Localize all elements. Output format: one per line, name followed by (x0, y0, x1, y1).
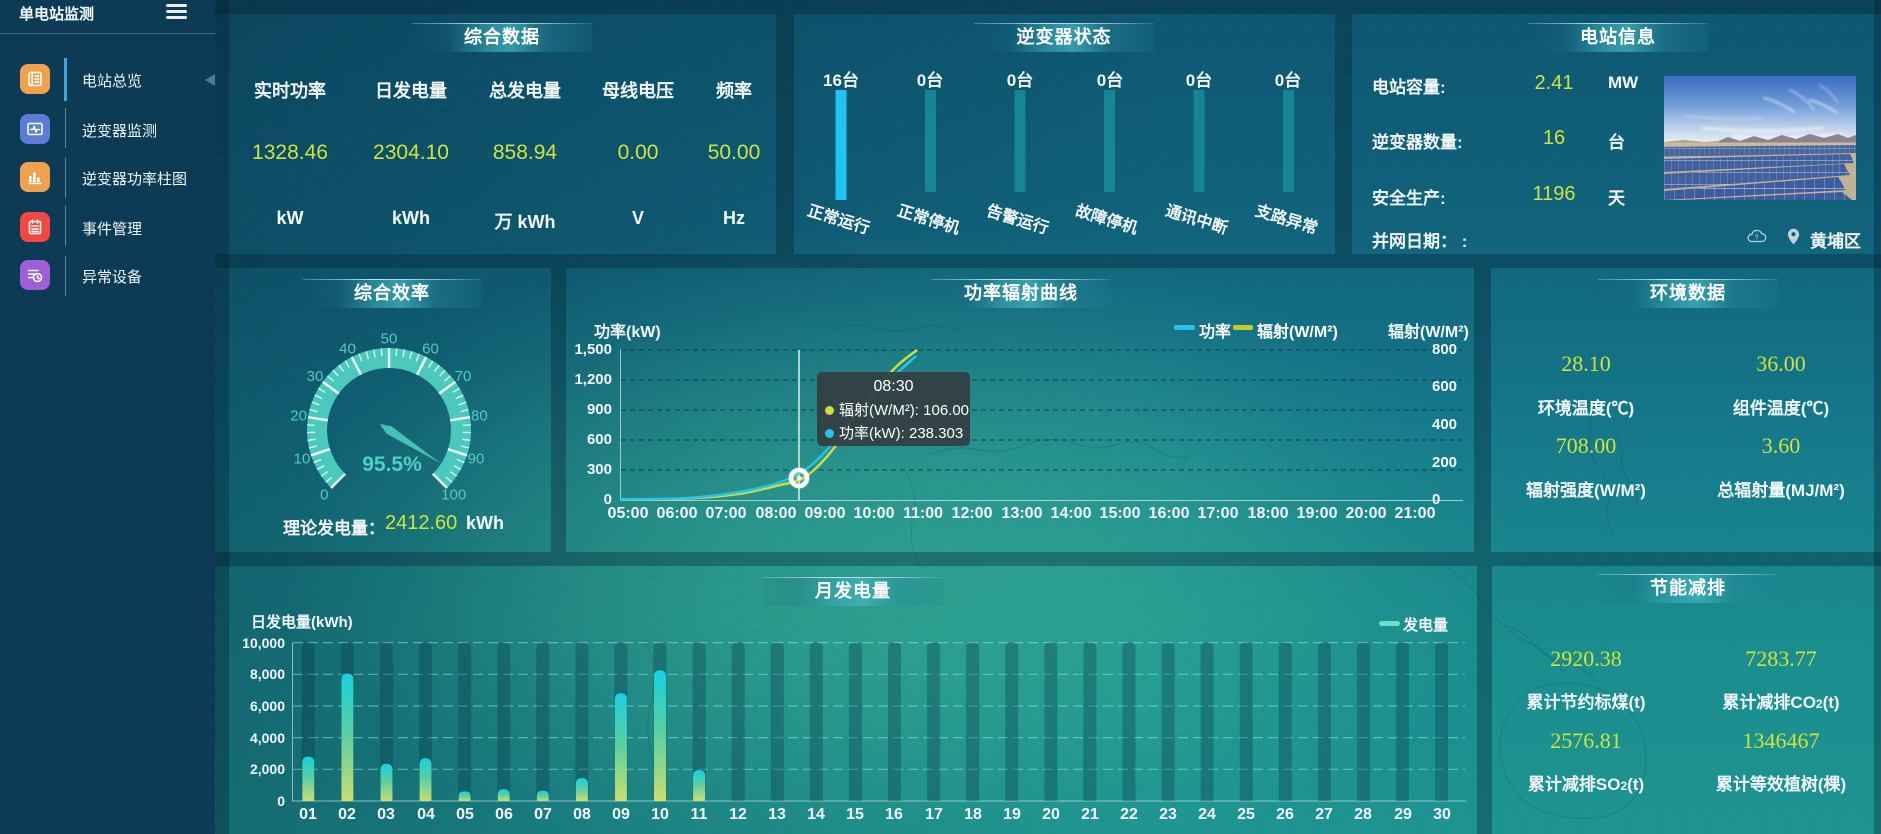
svg-text:60: 60 (422, 341, 439, 358)
svg-text:50: 50 (381, 331, 398, 348)
svg-text:?: ? (1755, 235, 1759, 242)
svg-text:40: 40 (339, 341, 356, 358)
svg-text:90: 90 (468, 450, 485, 467)
svg-text:0: 0 (320, 487, 328, 504)
svg-text:100: 100 (441, 487, 466, 504)
svg-text:10: 10 (294, 450, 311, 467)
svg-text:20: 20 (290, 408, 307, 425)
svg-text:80: 80 (471, 408, 488, 425)
svg-text:70: 70 (455, 368, 472, 385)
svg-text:30: 30 (307, 368, 324, 385)
